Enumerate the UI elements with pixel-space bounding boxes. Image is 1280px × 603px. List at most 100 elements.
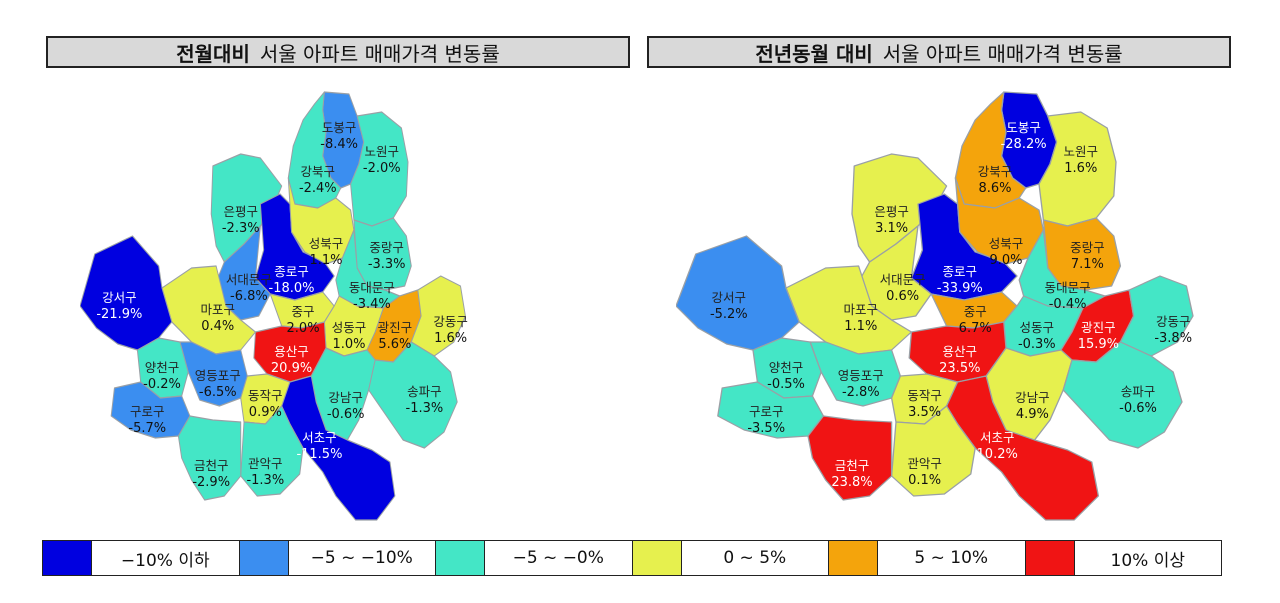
color-legend: −10% 이하 −5 ~ −10% −5 ~ −0% 0 ~ 5% 5 ~ 10… — [42, 540, 1222, 576]
district-value-label: 1.6% — [434, 331, 467, 346]
district-value-label: 3.5% — [908, 405, 941, 420]
district-name-label: 성북구 — [309, 236, 344, 251]
district-value-label: 3.1% — [875, 221, 908, 236]
district-name-label: 성동구 — [1020, 320, 1055, 335]
district-name-label: 영등포구 — [838, 368, 884, 383]
district-name-label: 도봉구 — [1006, 120, 1041, 135]
district-geumcheon — [177, 415, 242, 501]
district-name-label: 은평구 — [874, 204, 909, 219]
district-value-label: 0.9% — [249, 405, 282, 420]
district-name-label: 마포구 — [844, 302, 879, 317]
legend-label: 0 ~ 5% — [723, 548, 787, 568]
district-value-label: -2.9% — [192, 475, 230, 490]
legend-item: 10% 이상 — [1025, 541, 1222, 575]
district-name-label: 종로구 — [274, 264, 309, 279]
district-value-label: -0.3% — [1018, 337, 1056, 352]
district-gwanak — [890, 405, 976, 497]
district-name-label: 노원구 — [365, 144, 400, 159]
district-value-label: 23.8% — [831, 475, 872, 490]
district-value-label: 5.6% — [378, 337, 411, 352]
district-name-label: 금천구 — [194, 458, 229, 473]
legend-label: 5 ~ 10% — [914, 548, 989, 568]
legend-swatch — [632, 541, 682, 575]
district-gwanak — [240, 405, 304, 497]
district-name-label: 용산구 — [943, 344, 978, 359]
district-value-label: 15.9% — [1078, 337, 1119, 352]
right-title-rest: 서울 아파트 매매가격 변동률 — [882, 41, 1123, 66]
district-name-label: 양천구 — [769, 360, 804, 375]
district-value-label: -0.6% — [1119, 401, 1157, 416]
right-map-title: 전년동월 대비 서울 아파트 매매가격 변동률 — [647, 36, 1231, 68]
district-songpa — [368, 341, 458, 449]
district-name-label: 중구 — [964, 304, 987, 319]
district-name-label: 강동구 — [1156, 314, 1191, 329]
district-value-label: -2.3% — [222, 221, 260, 236]
district-value-label: 7.1% — [1071, 257, 1104, 272]
district-value-label: -3.5% — [747, 421, 785, 436]
district-value-label: -3.8% — [1154, 331, 1192, 346]
legend-swatch — [436, 541, 485, 575]
district-gangdong — [1119, 275, 1194, 357]
district-value-label: -0.2% — [143, 377, 181, 392]
district-name-label: 도봉구 — [322, 120, 357, 135]
district-value-label: -11.5% — [296, 447, 342, 462]
district-name-label: 강남구 — [328, 390, 363, 405]
legend-swatch — [239, 541, 289, 575]
district-name-label: 동작구 — [248, 388, 283, 403]
district-value-label: 9.0% — [989, 253, 1022, 268]
district-name-label: 동작구 — [907, 388, 942, 403]
district-name-label: 종로구 — [943, 264, 978, 279]
district-value-label: 1.1% — [844, 319, 877, 334]
district-value-label: 10.2% — [977, 447, 1018, 462]
legend-item: −5 ~ −10% — [239, 541, 436, 575]
district-name-label: 영등포구 — [195, 368, 241, 383]
district-name-label: 송파구 — [407, 384, 442, 399]
district-name-label: 관악구 — [248, 456, 283, 471]
district-name-label: 동대문구 — [1045, 280, 1091, 295]
district-gangdong — [410, 275, 466, 357]
district-value-label: -6.5% — [199, 385, 237, 400]
legend-label: 10% 이상 — [1110, 550, 1185, 571]
district-name-label: 중구 — [292, 304, 315, 319]
district-value-label: 1.0% — [332, 337, 365, 352]
district-name-label: 강북구 — [301, 164, 336, 179]
district-value-label: -1.3% — [406, 401, 444, 416]
district-name-label: 강서구 — [712, 290, 747, 305]
district-name-label: 양천구 — [145, 360, 180, 375]
district-name-label: 성북구 — [989, 236, 1024, 251]
district-name-label: 마포구 — [201, 302, 236, 317]
right-title-bold: 전년동월 대비 — [755, 41, 873, 66]
district-value-label: -1.3% — [246, 473, 284, 488]
legend-item: −5 ~ −0% — [436, 541, 633, 575]
legend-label: −10% 이하 — [120, 550, 210, 571]
district-value-label: -0.5% — [767, 377, 805, 392]
district-value-label: -18.0% — [269, 281, 315, 296]
district-value-label: 20.9% — [271, 361, 312, 376]
district-value-label: -2.0% — [363, 161, 401, 176]
district-value-label: 4.9% — [1016, 407, 1049, 422]
district-value-label: -3.3% — [368, 257, 406, 272]
left-title-bold: 전월대비 — [176, 41, 250, 66]
district-value-label: 0.1% — [908, 473, 941, 488]
district-value-label: -2.4% — [299, 181, 337, 196]
district-name-label: 노원구 — [1064, 144, 1099, 159]
district-value-label: 0.4% — [201, 319, 234, 334]
district-value-label: -5.2% — [710, 307, 748, 322]
legend-swatch — [829, 541, 878, 575]
legend-item: 5 ~ 10% — [829, 541, 1026, 575]
legend-swatch — [43, 541, 92, 575]
district-value-label: 0.6% — [886, 289, 919, 304]
legend-item: −10% 이하 — [43, 541, 240, 575]
district-name-label: 금천구 — [835, 458, 870, 473]
district-value-label: -6.8% — [230, 289, 268, 304]
district-value-label: -0.4% — [1049, 297, 1087, 312]
district-name-label: 서초구 — [980, 430, 1015, 445]
district-name-label: 서대문구 — [880, 272, 926, 287]
district-value-label: 1.6% — [1064, 161, 1097, 176]
district-value-label: -0.6% — [327, 407, 365, 422]
district-value-label: 1.1% — [309, 253, 342, 268]
district-name-label: 동대문구 — [349, 280, 395, 295]
district-value-label: -5.7% — [128, 421, 166, 436]
district-value-label: 6.7% — [959, 321, 992, 336]
legend-item: 0 ~ 5% — [632, 541, 829, 575]
